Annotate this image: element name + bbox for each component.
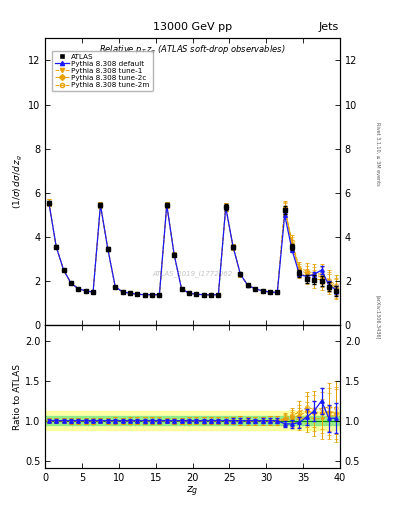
Text: Relative $p_T\,z_g$ (ATLAS soft-drop observables): Relative $p_T\,z_g$ (ATLAS soft-drop obs…: [99, 44, 286, 57]
Y-axis label: $(1/\sigma)\,d\sigma/d\,z_g$: $(1/\sigma)\,d\sigma/d\,z_g$: [12, 154, 25, 209]
Legend: ATLAS, Pythia 8.308 default, Pythia 8.308 tune-1, Pythia 8.308 tune-2c, Pythia 8: ATLAS, Pythia 8.308 default, Pythia 8.30…: [52, 51, 152, 91]
Text: ATLAS_2019_I1772062: ATLAS_2019_I1772062: [152, 270, 233, 277]
Bar: [45, 411, 340, 430]
Text: Rivet 3.1.10, ≥ 3M events: Rivet 3.1.10, ≥ 3M events: [376, 122, 380, 185]
Text: 13000 GeV pp: 13000 GeV pp: [153, 22, 232, 32]
Bar: [45, 416, 340, 425]
Text: [arXiv:1306.3436]: [arXiv:1306.3436]: [376, 295, 380, 339]
Y-axis label: Ratio to ATLAS: Ratio to ATLAS: [13, 364, 22, 430]
X-axis label: $z_g$: $z_g$: [186, 485, 199, 499]
Text: Jets: Jets: [318, 22, 339, 32]
